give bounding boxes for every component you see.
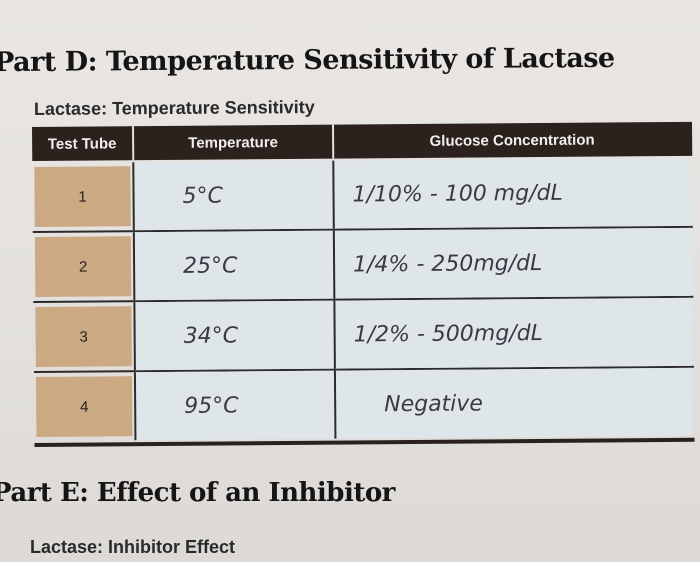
glucose-value: 1/2% - 500mg/dL (333, 297, 692, 369)
table-row: 2 25°C 1/4% - 250mg/dL (32, 227, 694, 303)
test-tube-number: 2 (34, 236, 132, 297)
test-tube-number: 4 (35, 376, 133, 437)
test-tube-number: 1 (34, 166, 131, 227)
table-row: 1 5°C 1/10% - 100 mg/dL (32, 157, 693, 233)
inhibitor-table-title: Lactase: Inhibitor Effect (30, 537, 236, 557)
header-temperature: Temperature (133, 124, 335, 161)
part-d-heading: Part D: Temperature Sensitivity of Lacta… (0, 42, 615, 79)
temperature-sensitivity-table: Test Tube Temperature Glucose Concentrat… (32, 121, 695, 447)
temperature-value: 95°C (133, 370, 335, 441)
header-glucose-concentration: Glucose Concentration (429, 131, 595, 150)
glucose-value: 1/10% - 100 mg/dL (332, 157, 691, 229)
temperature-value: 25°C (132, 230, 334, 301)
part-e-heading: Part E: Effect of an Inhibitor (0, 478, 395, 508)
table-row: 4 95°C Negative (34, 367, 695, 441)
header-test-tube: Test Tube (32, 126, 135, 161)
glucose-value: 1/4% - 250mg/dL (332, 227, 692, 299)
table-row: 3 34°C 1/2% - 500mg/dL (33, 297, 694, 373)
temperature-value: 34°C (133, 300, 334, 371)
temperature-value: 5°C (132, 160, 333, 231)
table-header-row: Test Tube Temperature Glucose Concentrat… (32, 121, 693, 161)
test-tube-number: 3 (35, 306, 132, 367)
glucose-value: Negative (333, 367, 693, 439)
temperature-table-title: Lactase: Temperature Sensitivity (33, 97, 315, 119)
